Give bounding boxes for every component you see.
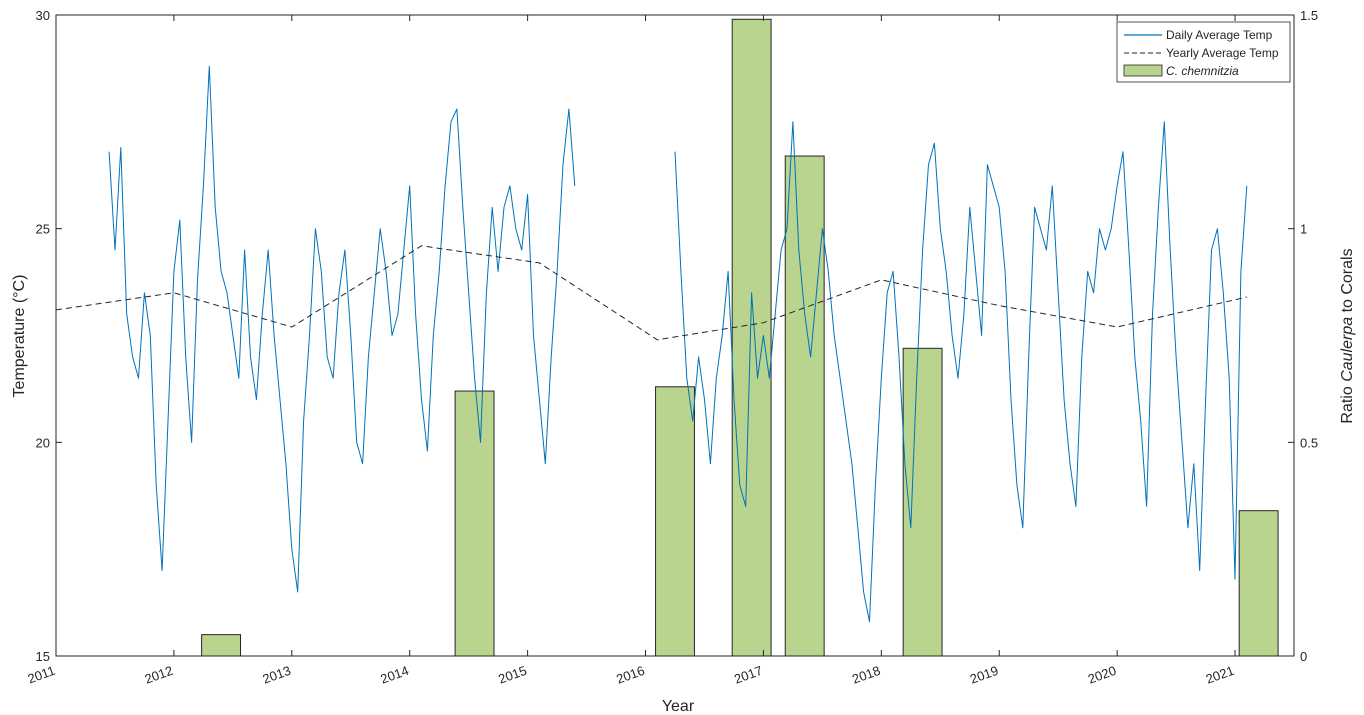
y-tick-right-label: 1 bbox=[1300, 222, 1307, 237]
y-axis-right: 0 0.5 1 1.5 bbox=[1288, 8, 1318, 664]
bar bbox=[784, 155, 825, 657]
bar bbox=[454, 390, 495, 657]
y-axis-right-title: Ratio Caulerpa to Corals bbox=[1339, 248, 1356, 423]
x-tick-label: 2012 bbox=[143, 663, 175, 687]
line-daily-average-temp bbox=[108, 65, 576, 593]
y-tick-left-label: 15 bbox=[36, 649, 50, 664]
bar bbox=[731, 18, 772, 657]
legend-label-bars: C. chemnitzia bbox=[1166, 64, 1239, 78]
y-tick-right-label: 1.5 bbox=[1300, 8, 1318, 23]
bar-series-c-chemnitzia bbox=[201, 18, 1279, 657]
plot-frame bbox=[55, 14, 1295, 657]
legend-label-daily: Daily Average Temp bbox=[1166, 28, 1273, 42]
y-axis-right-title-italic: Caulerpa bbox=[1339, 317, 1356, 382]
x-tick-label: 2011 bbox=[26, 663, 57, 687]
y-axis-right-title-post: to Corals bbox=[1339, 248, 1356, 316]
legend-swatch-bars bbox=[1123, 64, 1163, 77]
bar bbox=[1238, 510, 1279, 657]
y-tick-right-label: 0 bbox=[1300, 649, 1307, 664]
line-daily-average-temp bbox=[674, 121, 1248, 623]
legend-label-yearly: Yearly Average Temp bbox=[1166, 46, 1279, 60]
bar bbox=[902, 347, 943, 657]
legend: Daily Average Temp Yearly Average Temp C… bbox=[1116, 21, 1291, 83]
y-tick-left-label: 30 bbox=[36, 8, 50, 23]
x-tick-label: 2016 bbox=[614, 663, 646, 687]
y-axis-left: 15 20 25 30 bbox=[36, 8, 62, 664]
x-axis-title: Year bbox=[662, 698, 695, 715]
y-tick-left-label: 25 bbox=[36, 222, 50, 237]
line-yearly-average-temp bbox=[55, 245, 1247, 341]
bar bbox=[655, 386, 695, 657]
y-tick-right-label: 0.5 bbox=[1300, 435, 1318, 450]
x-tick-label: 2019 bbox=[968, 663, 1000, 687]
x-tick-label: 2020 bbox=[1086, 663, 1118, 687]
x-tick-label: 2014 bbox=[378, 663, 410, 687]
line-series bbox=[55, 65, 1248, 623]
x-tick-label: 2021 bbox=[1204, 663, 1236, 687]
x-tick-label: 2015 bbox=[496, 663, 528, 687]
y-axis-left-title: Temperature (°C) bbox=[11, 275, 28, 398]
x-tick-label: 2018 bbox=[850, 663, 882, 687]
x-tick-label: 2013 bbox=[261, 663, 293, 687]
y-tick-left-label: 20 bbox=[36, 435, 50, 450]
y-axis-right-title-pre: Ratio bbox=[1339, 382, 1356, 424]
bar bbox=[201, 634, 242, 657]
x-tick-label: 2017 bbox=[732, 663, 764, 687]
